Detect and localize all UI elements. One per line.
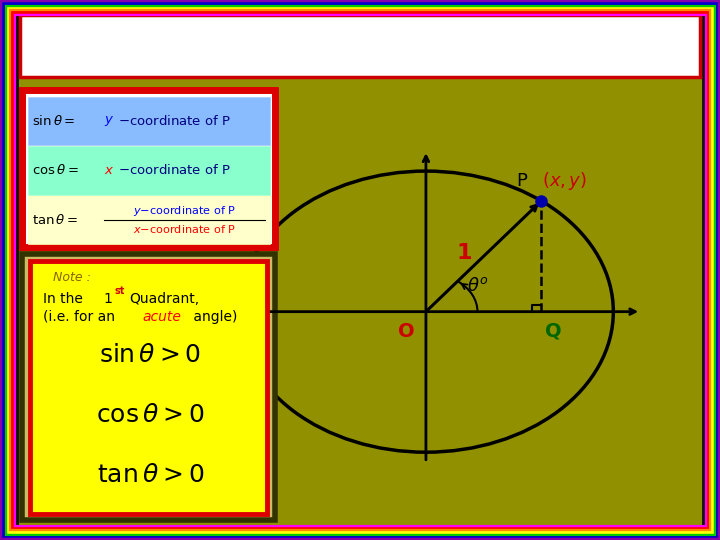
Text: st: st [115, 286, 125, 296]
Text: $x$: $x$ [104, 164, 114, 177]
FancyBboxPatch shape [20, 15, 700, 77]
Text: 1: 1 [456, 244, 472, 264]
Text: Quadrant,: Quadrant, [130, 292, 199, 306]
Text: P: P [516, 172, 528, 190]
Text: 1: 1 [361, 30, 379, 58]
Text: $\sin\theta = $: $\sin\theta = $ [32, 114, 76, 128]
FancyBboxPatch shape [30, 261, 267, 514]
Text: Q: Q [545, 322, 562, 341]
Text: Note :: Note : [53, 271, 91, 284]
Text: $\sin\theta > 0$: $\sin\theta > 0$ [99, 345, 202, 367]
Text: $\cos\theta > 0$: $\cos\theta > 0$ [96, 404, 204, 427]
Text: $y$: $y$ [104, 114, 114, 128]
Text: $x\mathsf{-coordinate\ of\ P}$: $x\mathsf{-coordinate\ of\ P}$ [133, 223, 236, 235]
Text: $\tan\theta > 0$: $\tan\theta > 0$ [96, 464, 204, 487]
FancyBboxPatch shape [27, 195, 270, 244]
Text: angle): angle) [189, 310, 237, 324]
Text: $\mathsf{-coordinate\ of\ P}$: $\mathsf{-coordinate\ of\ P}$ [118, 163, 230, 177]
FancyBboxPatch shape [22, 90, 275, 247]
Text: $\cos\theta = $: $\cos\theta = $ [32, 163, 79, 177]
Text: $y\mathsf{-coordinate\ of\ P}$: $y\mathsf{-coordinate\ of\ P}$ [133, 204, 236, 218]
Text: $\theta^o$: $\theta^o$ [467, 278, 489, 295]
Text: O: O [398, 322, 415, 341]
FancyBboxPatch shape [27, 146, 270, 194]
FancyBboxPatch shape [22, 254, 275, 520]
Text: $(x,y)$: $(x,y)$ [542, 170, 587, 192]
Text: Quadrant: Quadrant [394, 30, 534, 58]
FancyBboxPatch shape [27, 97, 270, 145]
Text: st: st [379, 26, 397, 44]
Text: acute: acute [142, 310, 181, 324]
Text: Circular Functions – the: Circular Functions – the [25, 30, 360, 58]
Text: $\mathsf{-coordinate\ of\ P}$: $\mathsf{-coordinate\ of\ P}$ [118, 114, 230, 128]
Text: $\tan\theta = $: $\tan\theta = $ [32, 213, 78, 227]
Text: 1: 1 [104, 292, 113, 306]
Text: (i.e. for an: (i.e. for an [42, 310, 120, 324]
Text: In the: In the [42, 292, 87, 306]
